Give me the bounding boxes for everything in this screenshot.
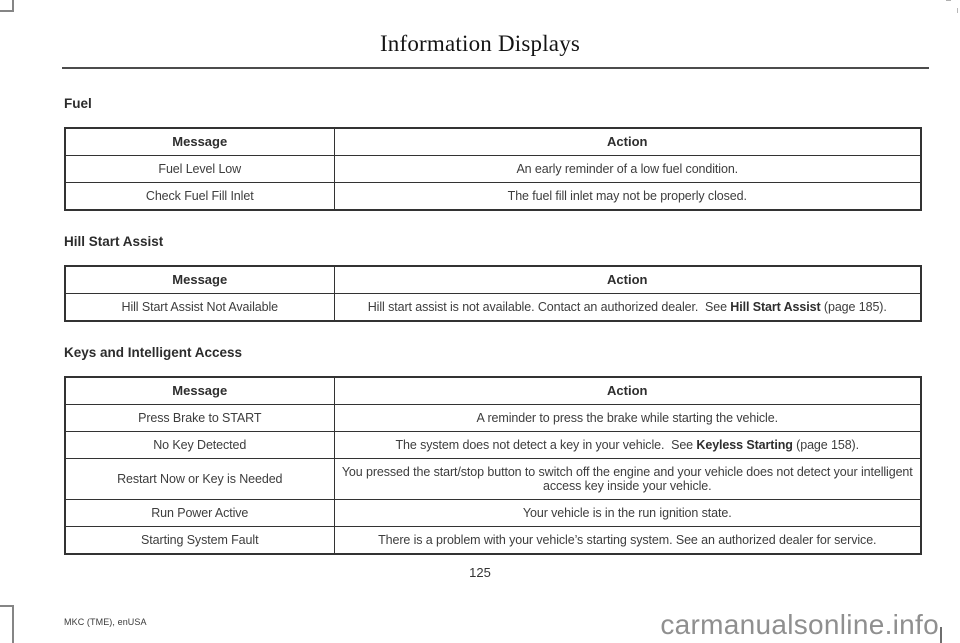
page-corner-mark-bottom-right [940, 627, 942, 643]
action-cell: An early reminder of a low fuel conditio… [333, 155, 922, 183]
page-corner-mark-top-left [0, 10, 14, 12]
message-cell: Press Brake to START [64, 404, 335, 432]
sections: Fuel Message Action Fuel Level Low An ea… [64, 97, 922, 579]
message-cell: Fuel Level Low [64, 155, 335, 183]
column-header-message: Message [64, 376, 335, 405]
action-cell: You pressed the start/stop button to swi… [333, 458, 922, 500]
message-cell: Run Power Active [64, 499, 335, 527]
column-header-action: Action [333, 265, 922, 294]
page-number: 125 [469, 565, 491, 580]
table-row: Check Fuel Fill Inlet The fuel fill inle… [64, 182, 922, 211]
column-header-action: Action [333, 376, 922, 405]
action-cell: There is a problem with your vehicle’s s… [333, 526, 922, 555]
message-cell: Starting System Fault [64, 526, 335, 555]
table-header-row: Message Action [64, 127, 922, 156]
page-corner-mark-top-left [12, 0, 14, 11]
message-action-table: Message Action Fuel Level Low An early r… [64, 127, 922, 211]
action-cell: The system does not detect a key in your… [333, 431, 922, 459]
message-action-table: Message Action Press Brake to START A re… [64, 376, 922, 555]
section-title: Fuel [64, 96, 92, 111]
message-table-section: Keys and Intelligent Access Message Acti… [64, 346, 922, 555]
table-header-row: Message Action [64, 376, 922, 405]
message-cell: Restart Now or Key is Needed [64, 458, 335, 500]
page-corner-mark-bottom-left [0, 605, 14, 607]
table-row: Press Brake to START A reminder to press… [64, 404, 922, 432]
page-corner-mark-bottom-left [12, 605, 14, 643]
table-row: Hill Start Assist Not Available Hill sta… [64, 293, 922, 322]
page-corner-mark-top-right [957, 8, 958, 13]
page-corner-mark-top-right [946, 0, 951, 1]
action-cell: The fuel fill inlet may not be properly … [333, 182, 922, 211]
column-header-action: Action [333, 127, 922, 156]
table-row: Starting System Fault There is a problem… [64, 526, 922, 555]
table-row: Restart Now or Key is Needed You pressed… [64, 458, 922, 500]
action-cell: Your vehicle is in the run ignition stat… [333, 499, 922, 527]
table-row: Run Power Active Your vehicle is in the … [64, 499, 922, 527]
section-title: Hill Start Assist [64, 234, 164, 249]
header-divider [62, 67, 929, 69]
action-cell: A reminder to press the brake while star… [333, 404, 922, 432]
column-header-message: Message [64, 265, 335, 294]
message-cell: Check Fuel Fill Inlet [64, 182, 335, 211]
message-table-section: Hill Start Assist Message Action Hill St… [64, 235, 922, 322]
column-header-message: Message [64, 127, 335, 156]
message-cell: Hill Start Assist Not Available [64, 293, 335, 322]
message-cell: No Key Detected [64, 431, 335, 459]
message-table-section: Fuel Message Action Fuel Level Low An ea… [64, 97, 922, 211]
table-row: No Key Detected The system does not dete… [64, 431, 922, 459]
page-title: Information Displays [379, 31, 581, 56]
table-header-row: Message Action [64, 265, 922, 294]
table-row: Fuel Level Low An early reminder of a lo… [64, 155, 922, 183]
footer-edition-note: MKC (TME), enUSA [64, 617, 147, 627]
action-cell: Hill start assist is not available. Cont… [333, 293, 922, 322]
watermark-text: carmanualsonline.info [660, 609, 939, 640]
message-action-table: Message Action Hill Start Assist Not Ava… [64, 265, 922, 322]
section-title: Keys and Intelligent Access [64, 345, 243, 360]
